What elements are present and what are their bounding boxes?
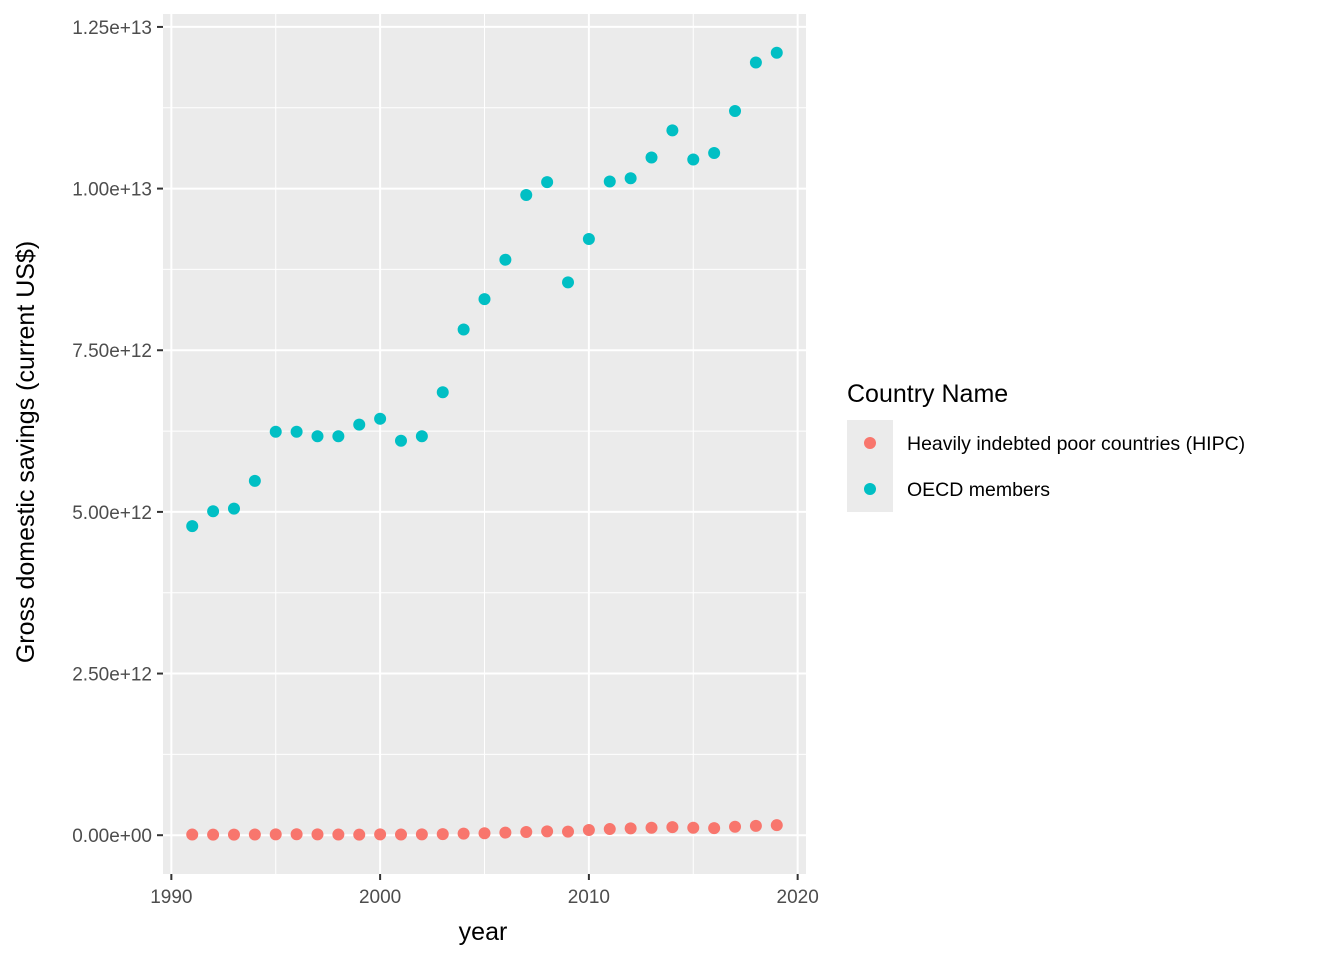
data-point — [186, 828, 199, 841]
y-tick-label: 5.00e+12 — [72, 503, 152, 524]
data-points — [186, 46, 783, 841]
data-point — [603, 823, 616, 836]
major-gridlines — [163, 14, 806, 874]
data-point — [770, 46, 783, 59]
y-tick-label: 1.25e+13 — [72, 18, 152, 39]
data-point — [374, 828, 387, 841]
data-point — [770, 819, 783, 832]
data-point — [603, 175, 616, 188]
y-tick-label: 2.50e+12 — [72, 665, 152, 686]
data-point — [582, 233, 595, 246]
data-point — [645, 151, 658, 164]
data-point — [645, 821, 658, 834]
x-tick-label: 2010 — [568, 887, 610, 908]
data-point — [374, 412, 387, 425]
data-point — [332, 828, 345, 841]
data-point — [520, 189, 533, 202]
data-point — [269, 828, 282, 841]
data-point — [582, 824, 595, 837]
data-point — [353, 418, 366, 431]
data-point — [687, 821, 700, 834]
data-point — [207, 828, 220, 841]
data-point — [269, 425, 282, 438]
legend: Country Name Heavily indebted poor count… — [847, 380, 1245, 512]
data-point — [415, 430, 428, 443]
data-point — [541, 825, 554, 838]
data-point — [624, 172, 637, 185]
y-tick-label: 1.00e+13 — [72, 180, 152, 201]
data-point — [457, 827, 470, 840]
legend-key-point — [864, 483, 876, 495]
data-point — [394, 434, 407, 447]
data-point — [749, 56, 762, 69]
data-point — [520, 825, 533, 838]
data-point — [541, 176, 554, 189]
data-point — [478, 827, 491, 840]
data-point — [227, 502, 240, 515]
x-axis-ticks: 1990 2000 2010 2020 — [150, 874, 819, 908]
data-point — [478, 293, 491, 306]
data-point — [290, 828, 303, 841]
data-point — [311, 828, 324, 841]
data-point — [207, 505, 220, 518]
x-tick-label: 2020 — [777, 887, 819, 908]
y-tick-label: 7.50e+12 — [72, 341, 152, 362]
data-point — [729, 104, 742, 117]
data-point — [457, 323, 470, 336]
data-point — [708, 147, 721, 160]
y-axis-ticks: 0.00e+00 2.50e+12 5.00e+12 7.50e+12 1.00e+13… — [72, 18, 163, 847]
y-axis-title: Gross domestic savings (current US$) — [12, 241, 40, 663]
data-point — [394, 828, 407, 841]
data-point — [353, 828, 366, 841]
data-point — [562, 825, 575, 838]
data-point — [666, 821, 679, 834]
data-point — [666, 124, 679, 137]
legend-key-point — [864, 437, 876, 449]
data-point — [436, 828, 449, 841]
data-point — [499, 826, 512, 839]
x-tick-label: 2000 — [359, 887, 401, 908]
data-point — [499, 253, 512, 266]
legend-title: Country Name — [847, 380, 1008, 408]
data-point — [749, 819, 762, 832]
data-point — [227, 828, 240, 841]
data-point — [624, 822, 637, 835]
data-point — [290, 425, 303, 438]
data-point — [687, 153, 700, 166]
data-point — [562, 276, 575, 289]
x-tick-label: 1990 — [150, 887, 192, 908]
data-point — [708, 822, 721, 835]
legend-label: Heavily indebted poor countries (HIPC) — [907, 433, 1245, 455]
y-tick-label: 0.00e+00 — [72, 826, 152, 847]
data-point — [248, 828, 261, 841]
data-point — [248, 474, 261, 487]
data-point — [415, 828, 428, 841]
data-point — [436, 386, 449, 399]
data-point — [332, 430, 345, 443]
data-point — [186, 520, 199, 533]
x-axis-title: year — [459, 918, 508, 946]
data-point — [729, 820, 742, 833]
data-point — [311, 430, 324, 443]
legend-label: OECD members — [907, 479, 1050, 501]
